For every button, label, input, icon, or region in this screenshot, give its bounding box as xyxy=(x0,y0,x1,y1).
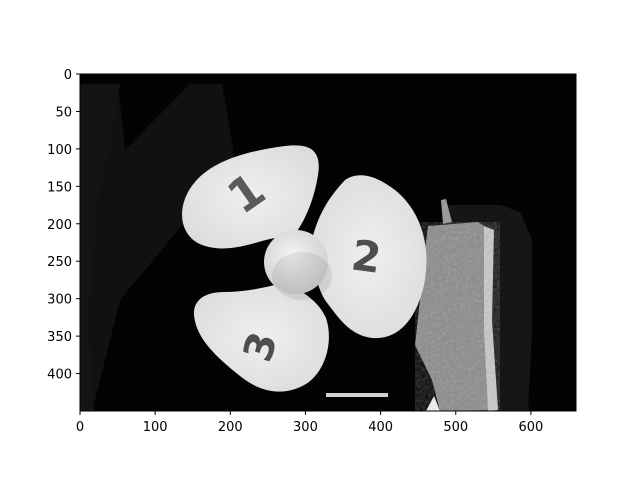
blade-3 xyxy=(193,282,329,392)
depth-image: 1 2 3 xyxy=(80,74,576,411)
y-tick-label: 250 xyxy=(47,255,72,270)
x-tick-label: 400 xyxy=(368,420,393,435)
propeller xyxy=(182,145,427,392)
y-tick-label: 200 xyxy=(47,218,72,233)
y-tick-label: 50 xyxy=(55,105,72,120)
y-tick-label: 150 xyxy=(47,180,72,195)
axes-frame xyxy=(79,73,577,412)
blade-1 xyxy=(182,145,319,249)
y-tick-label: 300 xyxy=(47,293,72,308)
left-wall xyxy=(80,84,120,411)
y-tick-label: 350 xyxy=(47,330,72,345)
left-structure xyxy=(80,84,235,411)
hub xyxy=(264,230,328,294)
post-tip xyxy=(441,199,452,224)
blade-label-2: 2 xyxy=(348,230,384,283)
bottom-rail xyxy=(326,393,388,397)
x-tick-label: 600 xyxy=(518,420,543,435)
y-tick-label: 0 xyxy=(64,68,72,83)
y-axis: 0 50 100 150 200 250 300 350 400 xyxy=(47,68,80,383)
x-tick-label: 0 xyxy=(76,420,84,435)
x-tick-label: 100 xyxy=(143,420,168,435)
y-tick-label: 400 xyxy=(47,368,72,383)
x-tick-label: 500 xyxy=(443,420,468,435)
x-tick-label: 300 xyxy=(293,420,318,435)
x-tick-label: 200 xyxy=(218,420,243,435)
bottom-shard xyxy=(426,396,440,411)
x-axis: 0 100 200 300 400 500 600 xyxy=(76,411,543,435)
y-tick-label: 100 xyxy=(47,143,72,158)
blade-2 xyxy=(312,175,427,339)
